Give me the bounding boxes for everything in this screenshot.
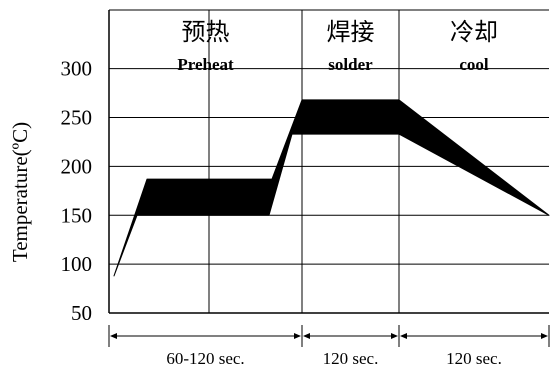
duration-label-1: 120 sec. [323,349,379,368]
duration-markers: 60-120 sec. 120 sec. 120 sec. [108,325,550,368]
y-tick-labels: 50 100 150 200 250 300 [61,57,93,325]
duration-arrow-right-0 [294,333,301,339]
y-axis-label: Temperature(ºC) [8,122,32,262]
temperature-band [113,99,550,277]
zone-title-zh-1: 焊接 [327,19,375,46]
duration-arrow-left-1 [303,333,310,339]
duration-arrow-right-1 [391,333,398,339]
axes [108,9,549,314]
temperature-band-layer [113,99,550,277]
zone-title-zh-2: 冷却 [450,19,498,46]
y-tick-200: 200 [61,154,93,178]
zone-title-en-2: cool [459,55,489,74]
duration-arrow-right-2 [541,333,548,339]
zone-title-en-0: Preheat [177,55,234,74]
duration-label-2: 120 sec. [446,349,502,368]
y-tick-150: 150 [61,203,93,227]
y-tick-100: 100 [61,252,93,276]
zone-labels: 预热 Preheat 焊接 solder 冷却 cool [177,19,498,74]
zone-title-zh-0: 预热 [182,19,230,46]
zone-title-en-1: solder [328,55,373,74]
y-tick-50: 50 [71,301,92,325]
y-tick-250: 250 [61,106,93,130]
duration-arrow-left-2 [400,333,407,339]
duration-label-0: 60-120 sec. [166,349,244,368]
y-tick-300: 300 [61,57,93,81]
duration-arrow-left-0 [110,333,117,339]
